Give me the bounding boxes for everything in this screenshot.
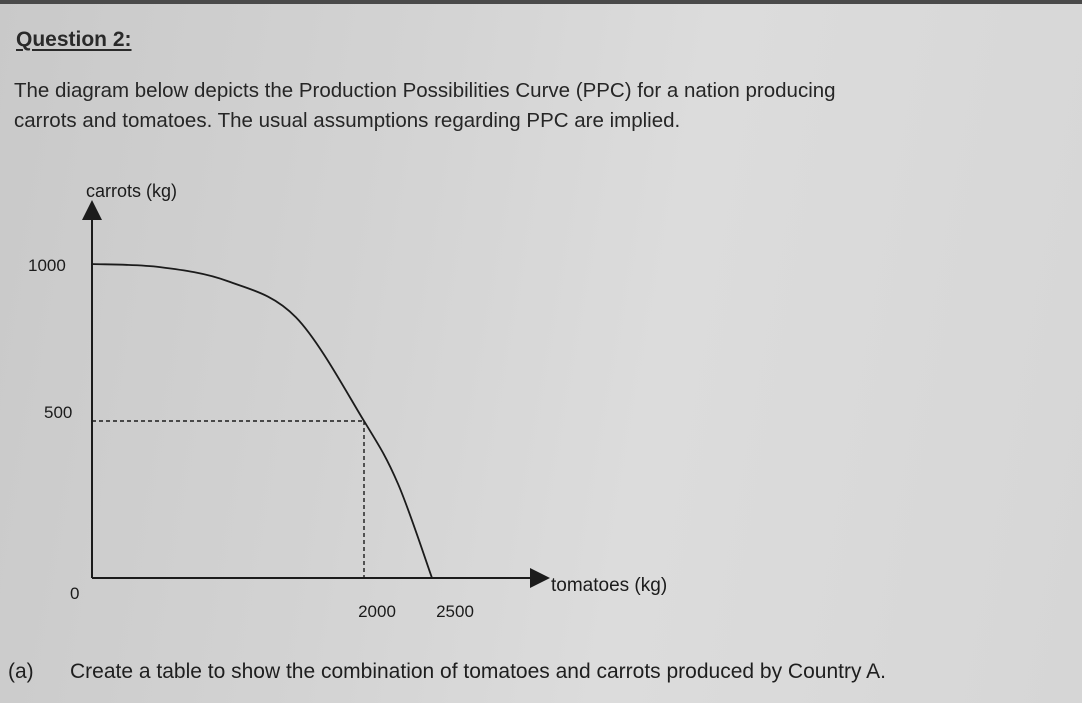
ppc-diagram: carrots (kg) tomatoes (kg) 0 1000 500 20… [28, 181, 667, 621]
intro-line-1: The diagram below depicts the Production… [14, 79, 836, 102]
question-title: Question 2: [16, 28, 132, 51]
ppc-curve [91, 263, 433, 579]
x-tick-label: 2500 [436, 602, 474, 621]
question-intro: The diagram below depicts the Production… [14, 76, 994, 136]
part-a-label: (a) [8, 660, 34, 683]
y-tick-label: 500 [44, 403, 72, 422]
part-a-text: Create a table to show the combination o… [70, 660, 886, 683]
intro-line-2: carrots and tomatoes. The usual assumpti… [14, 109, 681, 132]
x-axis-label: tomatoes (kg) [551, 575, 667, 596]
origin-label: 0 [70, 584, 79, 603]
y-axis-label: carrots (kg) [86, 181, 177, 201]
x-ticks: 2000 2500 [358, 602, 474, 621]
y-ticks: 1000 500 [28, 256, 72, 422]
page-top-edge [0, 0, 1082, 4]
question-part-a: (a) Create a table to show the combinati… [0, 656, 1082, 692]
x-tick-label: 2000 [358, 602, 396, 621]
y-tick-label: 1000 [28, 256, 66, 275]
